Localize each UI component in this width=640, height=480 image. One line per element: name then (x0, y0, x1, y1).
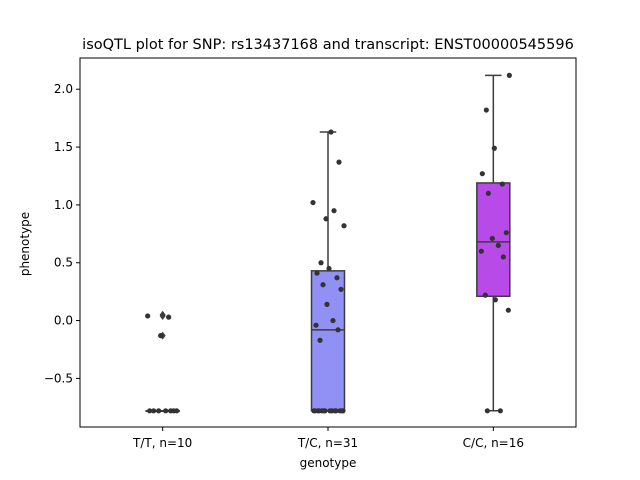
data-point (158, 333, 164, 339)
data-point (324, 301, 330, 307)
x-tick-label: T/T, n=10 (132, 436, 192, 450)
x-axis: T/T, n=10 T/C, n=31 C/C, n=16 (132, 427, 524, 450)
data-point (156, 408, 162, 414)
y-tick-label: −0.5 (44, 371, 73, 385)
x-tick-label: C/C, n=16 (463, 436, 524, 450)
y-tick-label: 1.0 (54, 198, 73, 212)
y-tick-label: 1.5 (54, 140, 73, 154)
data-point (489, 235, 495, 242)
data-point (333, 408, 339, 414)
y-axis: −0.5 0.0 0.5 1.0 1.5 2.0 (44, 82, 80, 385)
data-point (313, 322, 319, 328)
data-point (338, 286, 344, 292)
data-point (318, 260, 324, 266)
box-group (145, 310, 180, 414)
data-point (492, 297, 498, 303)
data-point (316, 408, 322, 414)
data-point (171, 408, 177, 414)
data-point (151, 408, 157, 414)
data-point (506, 72, 512, 78)
y-tick-label: 2.0 (54, 82, 73, 96)
data-point (330, 317, 336, 324)
box-group (476, 72, 512, 414)
data-point (505, 307, 511, 313)
data-point (484, 408, 490, 414)
data-point (329, 408, 335, 414)
data-point (145, 313, 151, 319)
data-point (334, 275, 340, 281)
data-point (323, 216, 329, 222)
data-point (335, 327, 341, 333)
data-point (326, 265, 332, 272)
data-point (495, 242, 501, 248)
box-group (310, 129, 347, 414)
y-tick-label: 0.0 (54, 314, 73, 328)
data-point (312, 408, 318, 414)
data-point (317, 337, 323, 343)
data-point (336, 159, 342, 165)
iqr-box (310, 270, 346, 412)
y-tick-label: 0.5 (54, 256, 73, 270)
data-point (491, 145, 497, 151)
data-point (483, 107, 489, 113)
data-point (503, 230, 509, 236)
data-point (320, 282, 326, 288)
chart-title: isoQTL plot for SNP: rs13437168 and tran… (82, 37, 574, 53)
outlier-marker (159, 311, 166, 320)
data-point (163, 408, 169, 414)
data-point (485, 190, 491, 196)
data-point (147, 408, 153, 414)
data-point (479, 171, 485, 177)
data-point (339, 408, 345, 414)
data-point (497, 408, 503, 414)
data-point (328, 129, 334, 135)
plot-area (145, 72, 512, 414)
x-axis-label: genotype (300, 456, 357, 470)
x-tick-label: T/C, n=31 (297, 436, 358, 450)
data-point (310, 199, 316, 206)
data-point (321, 408, 327, 414)
data-point (314, 270, 320, 276)
data-point (482, 292, 488, 298)
data-point (499, 181, 505, 187)
data-point (500, 254, 506, 260)
data-point (341, 223, 347, 229)
data-point (331, 208, 337, 214)
data-point (478, 248, 484, 254)
data-point (166, 314, 172, 320)
y-axis-label: phenotype (18, 212, 32, 276)
